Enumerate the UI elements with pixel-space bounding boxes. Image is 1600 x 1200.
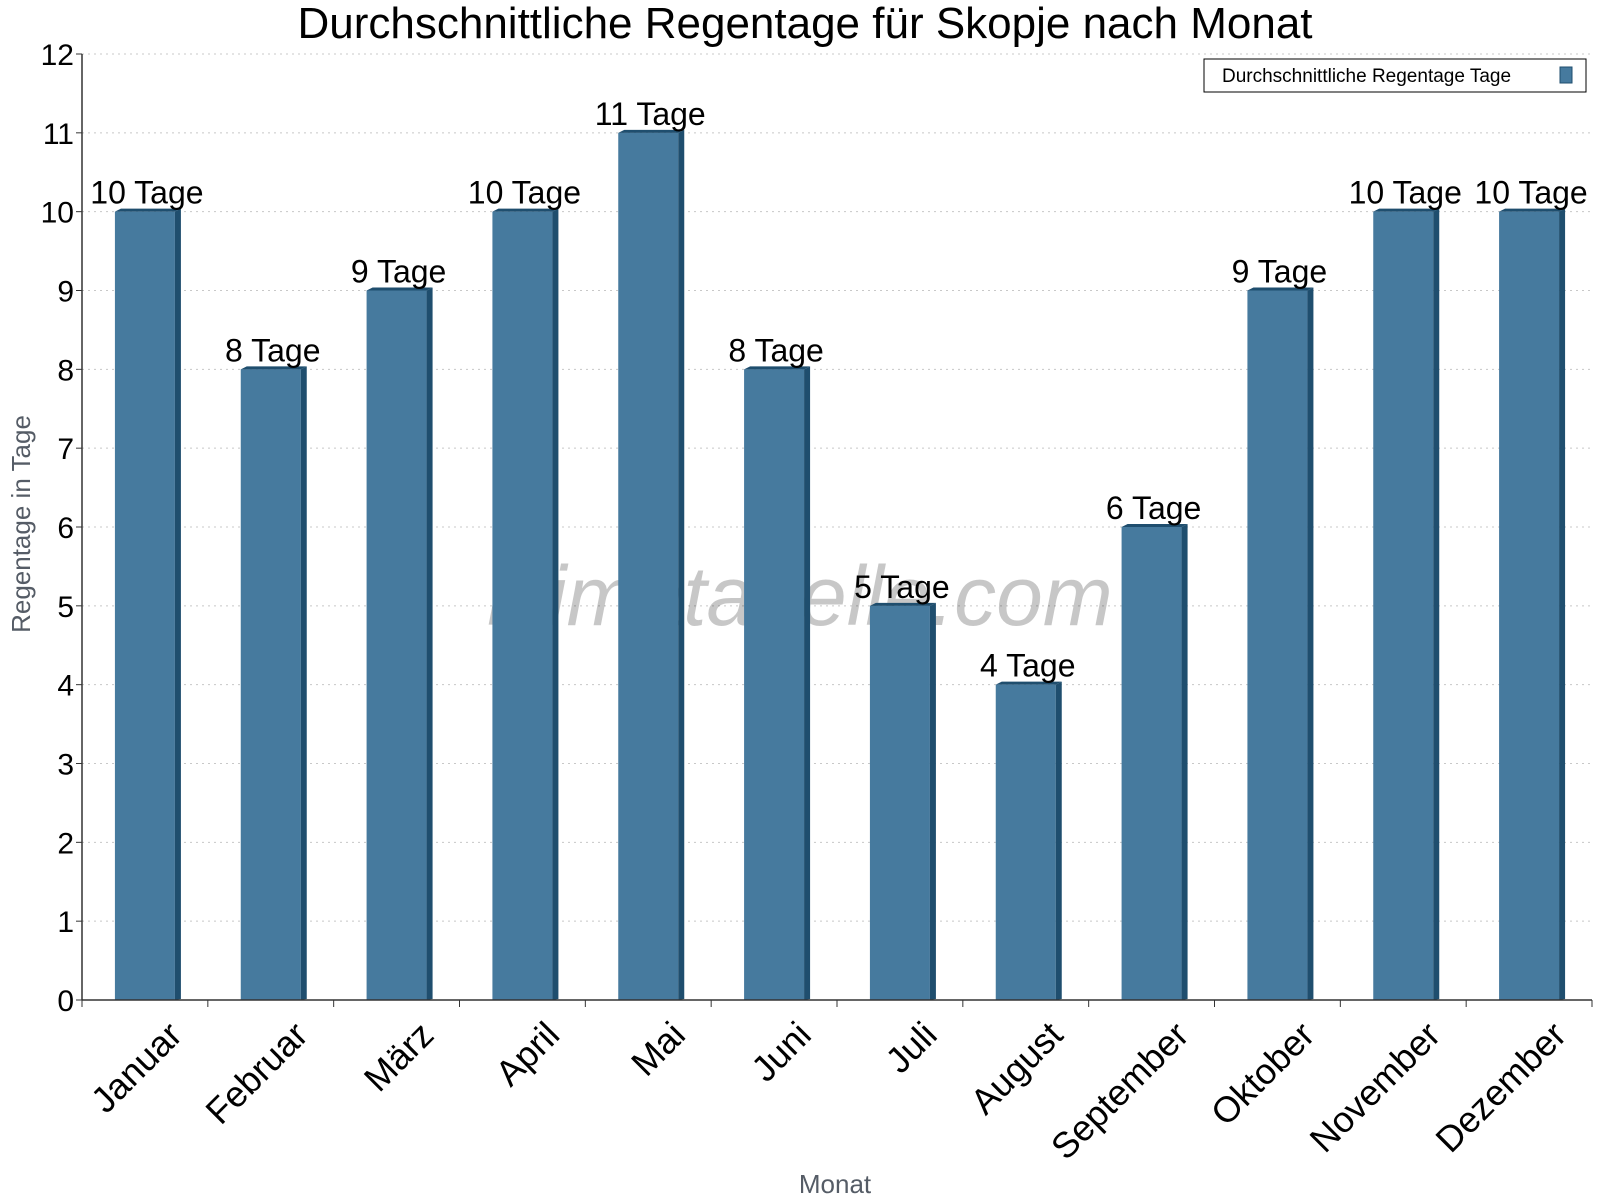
data-label: 6 Tage — [1106, 490, 1202, 526]
x-tick-label: März — [356, 1014, 442, 1100]
y-tick-label: 12 — [41, 39, 74, 72]
data-label: 8 Tage — [225, 332, 321, 368]
x-axis-label: Monat — [799, 1169, 872, 1199]
y-tick-label: 5 — [57, 591, 74, 624]
x-tick-label: November — [1302, 1014, 1448, 1160]
data-label: 10 Tage — [468, 175, 581, 211]
bar-side — [426, 287, 433, 1000]
y-tick-label: 6 — [57, 512, 74, 545]
x-tick-label: Januar — [83, 1014, 190, 1121]
x-tick-label: Mai — [623, 1014, 693, 1084]
y-tick-label: 0 — [57, 985, 74, 1018]
data-label: 4 Tage — [980, 648, 1076, 684]
bar-side — [552, 208, 559, 1000]
data-label: 10 Tage — [1474, 175, 1587, 211]
x-tick-label: April — [487, 1014, 567, 1094]
data-label: 8 Tage — [728, 332, 824, 368]
bar-side — [1433, 208, 1440, 1000]
bar-top — [618, 129, 685, 133]
x-tick-label: Oktober — [1203, 1014, 1323, 1134]
bar-side — [1055, 681, 1062, 1000]
bar-top — [366, 287, 433, 291]
y-tick-label: 2 — [57, 827, 74, 860]
data-label: 11 Tage — [595, 96, 706, 132]
bar — [744, 369, 805, 1000]
bar-side — [804, 366, 811, 1000]
legend-swatch — [1559, 66, 1573, 84]
bar — [114, 211, 175, 1000]
y-tick-label: 10 — [41, 197, 74, 230]
bar-top — [995, 681, 1062, 685]
bar-top — [240, 366, 307, 370]
x-tick-label: September — [1043, 1014, 1197, 1168]
y-tick-label: 11 — [43, 118, 74, 151]
data-label: 9 Tage — [1232, 254, 1328, 290]
bar — [1373, 211, 1434, 1000]
bar — [1499, 211, 1560, 1000]
bar-top — [869, 602, 936, 606]
chart-title: Durchschnittliche Regentage für Skopje n… — [297, 0, 1312, 48]
y-tick-label: 9 — [57, 276, 74, 309]
x-tick-label: Juli — [877, 1014, 944, 1081]
bar — [869, 605, 930, 1000]
data-labels: 10 Tage 8 Tage 9 Tage 10 Tage 11 Tage 8 Tage 5… — [90, 96, 1587, 684]
axes — [76, 53, 1593, 1007]
bar-side — [678, 129, 685, 1001]
bar-top — [1373, 208, 1440, 212]
bar — [1247, 290, 1308, 1000]
y-tick-label: 7 — [57, 433, 74, 466]
bar — [366, 290, 427, 1000]
data-label: 10 Tage — [1349, 175, 1462, 211]
bar — [492, 211, 553, 1000]
data-label: 10 Tage — [90, 175, 203, 211]
x-tick-label: Februar — [197, 1014, 315, 1132]
bar — [995, 684, 1056, 1000]
bar — [618, 132, 679, 1001]
bar — [1121, 527, 1182, 1000]
bar-side — [1559, 208, 1566, 1000]
bar-top — [744, 366, 811, 370]
y-tick-label: 3 — [57, 749, 74, 782]
bar-top — [114, 208, 181, 212]
bar-side — [300, 366, 307, 1000]
y-tick-label: 4 — [57, 670, 74, 703]
bar-top — [492, 208, 559, 212]
bar-top — [1247, 287, 1314, 291]
legend-box — [1203, 58, 1587, 93]
x-tick-label: Dezember — [1427, 1014, 1573, 1160]
y-tick-label: 1 — [57, 906, 74, 939]
legend: Durchschnittliche Regentage Tage — [1203, 58, 1587, 93]
x-tick-label: Juni — [743, 1014, 819, 1090]
data-label: 5 Tage — [854, 569, 950, 605]
x-tick-labels: Januar Februar März April Mai Juni Juli AugustS… — [83, 1014, 1574, 1168]
bar-top — [1121, 524, 1188, 527]
bar-top — [1499, 208, 1566, 212]
data-label: 9 Tage — [351, 254, 447, 290]
legend-label: Durchschnittliche Regentage Tage — [1222, 66, 1511, 87]
bar-side — [1307, 287, 1314, 1000]
x-tick-label: August — [962, 1014, 1070, 1122]
bar-side — [174, 208, 181, 1000]
bar — [240, 369, 301, 1000]
bars — [114, 129, 1566, 1001]
y-tick-label: 8 — [57, 354, 74, 387]
y-axis-label: Regentage in Tage — [6, 415, 36, 633]
bar-side — [1181, 524, 1188, 1000]
bar-side — [929, 602, 936, 1000]
